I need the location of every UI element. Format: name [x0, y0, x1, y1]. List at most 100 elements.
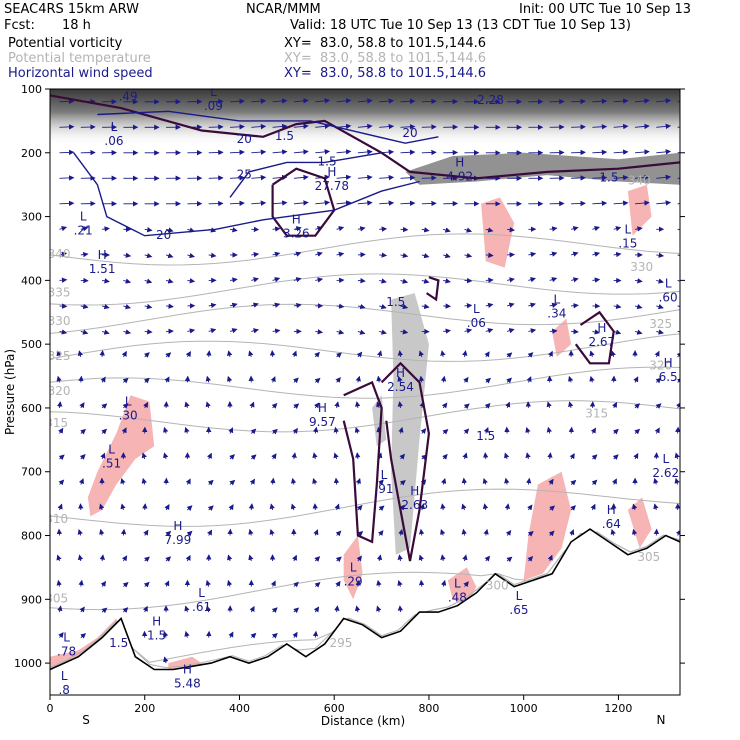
- wind-speed-contour: [97, 110, 439, 144]
- extremum-type-label: H: [607, 503, 616, 517]
- wind-vector: [504, 477, 510, 485]
- field-label-wind: Horizontal wind speed: [8, 66, 153, 81]
- pv-contour: [574, 310, 615, 365]
- wind-vector: [507, 277, 515, 283]
- isentrope-label: 330: [630, 260, 653, 274]
- wind-vector: [59, 124, 75, 130]
- wind-vector: [485, 302, 494, 309]
- wind-vector: [293, 149, 309, 155]
- wind-vector: [356, 351, 363, 358]
- extremum-type-label: L: [553, 292, 560, 306]
- wind-vector: [440, 528, 446, 536]
- extremum-value-label: 5.48: [174, 676, 201, 690]
- wind-vector: [312, 630, 319, 638]
- wind-vector: [229, 98, 245, 104]
- wind-vector: [58, 479, 65, 486]
- wind-vector: [315, 98, 331, 104]
- y-tick-label: 500: [21, 338, 42, 351]
- wind-vector: [312, 477, 318, 485]
- extremum-value-label: .51: [102, 456, 121, 470]
- x-tick-label: 800: [418, 702, 439, 715]
- wind-vector: [334, 503, 340, 511]
- wind-vector: [100, 376, 106, 383]
- wind-vector: [59, 251, 68, 257]
- wind-vector: [99, 503, 105, 511]
- wind-vector: [399, 453, 405, 460]
- wind-vector: [229, 277, 238, 283]
- extremum-value-label: .60: [659, 291, 678, 305]
- wind-vector: [589, 375, 595, 383]
- wind-vector: [77, 350, 84, 358]
- wind-vector: [443, 227, 451, 233]
- wind-vector: [57, 605, 63, 613]
- wind-vector: [612, 401, 618, 409]
- wind-vector: [251, 98, 267, 104]
- wind-vector: [440, 375, 447, 383]
- wind-vector: [548, 478, 554, 485]
- wind-vector: [101, 403, 108, 409]
- isentrope-label: 310: [45, 512, 68, 526]
- wind-vector: [592, 225, 600, 232]
- wind-vector: [549, 251, 558, 257]
- wind-vector: [418, 528, 425, 536]
- wind-vector: [354, 401, 361, 408]
- wind-vector: [99, 528, 105, 536]
- wind-vector: [226, 375, 233, 383]
- wind-vector: [463, 581, 469, 588]
- wind-vector: [58, 454, 65, 461]
- extremum-value-label: .78: [57, 645, 76, 659]
- wind-vector: [226, 579, 233, 587]
- wind-vector: [187, 252, 195, 259]
- wind-vector: [357, 303, 366, 310]
- wind-vector: [185, 554, 191, 562]
- wind-vector: [485, 277, 494, 283]
- wind-vector: [443, 278, 451, 284]
- extremum-value-label: .64: [602, 517, 621, 531]
- wind-vector: [633, 452, 639, 460]
- wind-vector: [356, 555, 362, 562]
- wind-vector: [357, 174, 373, 181]
- wind-vector: [312, 452, 318, 460]
- extremum-value-label: 7.99: [165, 533, 192, 547]
- wind-vector: [482, 477, 488, 485]
- extremum-type-label: H: [183, 662, 192, 676]
- wind-vector: [354, 426, 360, 434]
- wind-vector: [419, 503, 425, 511]
- extremum-type-label: H: [664, 356, 673, 370]
- wind-vector: [356, 504, 363, 511]
- wind-vector: [634, 428, 641, 435]
- wind-vector: [505, 529, 512, 536]
- wind-vector: [612, 454, 619, 460]
- wind-vector: [293, 607, 300, 614]
- wind-vector: [397, 375, 403, 383]
- low-pv-shade: [627, 184, 652, 236]
- wind-vector: [59, 200, 75, 207]
- wind-vector: [102, 278, 110, 284]
- wind-vector: [248, 350, 254, 358]
- wind-vector: [656, 149, 672, 155]
- wind-vector: [400, 149, 416, 155]
- isentrope-label: 315: [45, 416, 68, 430]
- wind-vector: [675, 426, 680, 434]
- extremum-value-label: 1.51: [89, 262, 116, 276]
- wind-vector: [207, 529, 213, 536]
- extremum-value-label: .8: [58, 683, 69, 697]
- extremum-value-label: 6.5: [659, 370, 678, 384]
- wind-vector: [336, 251, 345, 258]
- wind-vector: [506, 556, 513, 563]
- wind-vector: [120, 477, 126, 485]
- wind-vector: [229, 149, 245, 156]
- extremum-value-label: .48: [448, 590, 467, 604]
- wind-vector: [121, 427, 127, 434]
- wind-vector: [485, 252, 494, 258]
- wind-vector: [400, 226, 409, 233]
- pv-contour-label: 1.5: [109, 636, 128, 650]
- wind-vector: [272, 251, 281, 257]
- wind-vector: [122, 377, 129, 384]
- wind-vector: [400, 200, 416, 206]
- isentrope-label: 340: [48, 247, 71, 261]
- wind-vector: [400, 278, 409, 284]
- wind-vector: [379, 226, 388, 232]
- wind-vector: [292, 631, 298, 638]
- wind-vector: [336, 149, 352, 155]
